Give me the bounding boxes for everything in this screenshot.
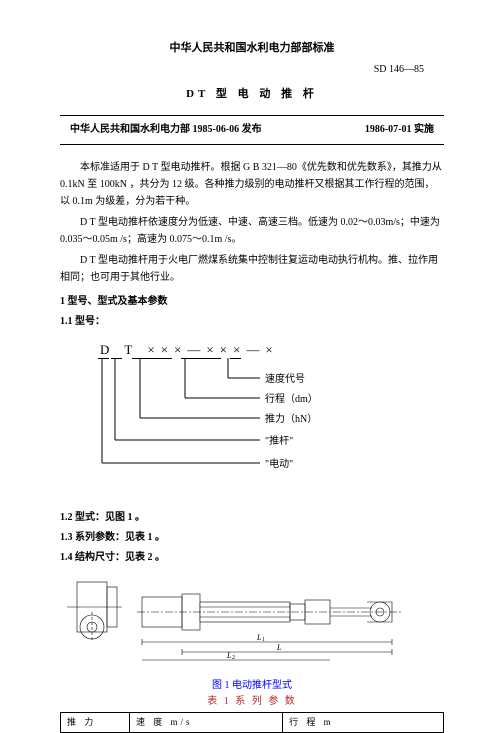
col-force: 推 力	[61, 713, 130, 732]
standard-subtitle: DT 型 电 动 推 杆	[60, 86, 444, 104]
publisher-text: 中华人民共和国水利电力部 1985-06-06 发布	[70, 122, 262, 138]
standard-title: 中华人民共和国水利电力部部标准	[60, 40, 444, 58]
section-1: 1 型号、型式及基本参数	[60, 294, 444, 310]
drawing-svg: L 1 L L 2	[60, 572, 444, 672]
section-1-2: 1.2 型式：见图 1 。	[60, 510, 444, 526]
label-stroke: 行程（dm）	[265, 392, 318, 408]
standard-code: SD 146—85	[60, 62, 444, 78]
technical-drawing: L 1 L L 2	[60, 572, 444, 672]
svg-text:L: L	[276, 643, 282, 652]
table-caption: 表 1 系 列 参 数	[60, 694, 444, 710]
svg-text:1: 1	[262, 637, 265, 643]
section-1-4: 1.4 结构尺寸：见表 2 。	[60, 550, 444, 566]
figure-caption: 图 1 电动推杆型式	[60, 678, 444, 694]
bracket-svg	[80, 358, 380, 498]
label-speed: 速度代号	[265, 372, 305, 388]
table-row: 推 力 速 度 m/s 行 程 m	[61, 713, 444, 732]
label-rod: "推杆"	[265, 434, 293, 450]
section-1-3: 1.3 系列参数：见表 1 。	[60, 530, 444, 546]
param-table: 推 力 速 度 m/s 行 程 m	[60, 712, 444, 732]
model-code-diagram: D T ×××—×××—× 速度代号 行程（dm） 推力（hN） "推杆" "电…	[80, 340, 424, 500]
col-speed: 速 度 m/s	[129, 713, 282, 732]
effective-date: 1986-07-01 实施	[365, 122, 434, 138]
publication-line: 中华人民共和国水利电力部 1985-06-06 发布 1986-07-01 实施	[60, 115, 444, 145]
paragraph-2: D T 型电动推杆依速度分为低速、中速、高速三档。低速为 0.02～0.03m/…	[60, 214, 444, 248]
paragraph-3: D T 型电动推杆用于火电厂燃煤系统集中控制往复运动电动执行机构。推、拉作用相同…	[60, 252, 444, 286]
label-elec: "电动"	[265, 457, 293, 473]
paragraph-1: 本标准适用于 D T 型电动推杆。根据 G B 321—80《优先数和优先数系》…	[60, 159, 444, 210]
svg-text:2: 2	[232, 655, 235, 661]
section-1-1: 1.1 型号：	[60, 314, 444, 330]
col-stroke: 行 程 m	[283, 713, 444, 732]
label-force: 推力（hN）	[265, 412, 317, 428]
